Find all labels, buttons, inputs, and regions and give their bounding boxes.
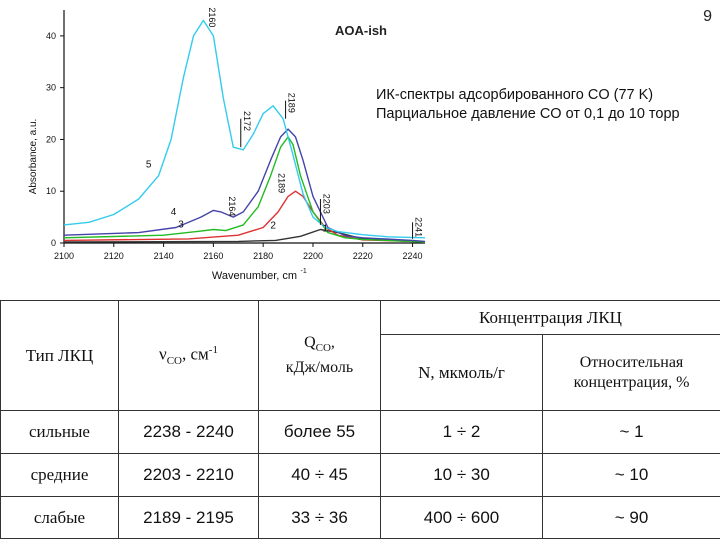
cell-type: слабые [0,496,119,539]
cell-relative: ~ 1 [542,410,720,454]
x-axis-label: Wavenumber, cm [212,270,297,282]
cell-q: более 55 [258,410,381,454]
x-tick-label: 2180 [253,251,273,261]
x-tick-label: 2200 [303,251,323,261]
header-n: N, мкмоль/г [380,334,543,411]
header-q-comma: , [330,333,335,351]
x-tick-label: 2120 [104,251,124,261]
cell-nu: 2238 - 2240 [118,410,259,454]
x-tick-label: 2140 [154,251,174,261]
y-tick-label: 20 [46,134,56,144]
x-tick-label: 2240 [403,251,423,261]
cell-nu: 2189 - 2195 [118,496,259,539]
peak-label: 2164 [227,196,237,216]
peak-label: 2189 [277,173,287,193]
cell-n: 1 ÷ 2 [380,410,543,454]
ir-spectra-chart: 2100 2120 2140 2160 2180 2200 2220 224001020304… [28,7,426,282]
series-label: 3 [178,219,184,230]
x-tick-label: 2220 [353,251,373,261]
cell-q: 40 ÷ 45 [258,453,381,497]
peak-label: 2172 [242,111,252,131]
header-nu-sub: CO [166,355,182,368]
series-line-2 [63,190,426,243]
header-nu-sup: -1 [208,343,218,356]
series-label: 1 [323,224,329,235]
peak-label: 2241 [414,217,424,237]
peak-label: 2160 [207,7,217,27]
header-nu-unit: , см [181,344,209,364]
y-tick-label: 10 [46,186,56,196]
peak-label: 2203 [321,194,331,214]
cell-relative: ~ 90 [542,496,720,539]
header-q-sub: CO [315,342,331,355]
y-tick-label: 40 [46,31,56,41]
table-subheader-row: N, мкмоль/г Относительная концентрация, … [1,334,720,411]
caption-line-1: ИК-спектры адсорбированного CO (77 K) [376,87,654,103]
header-concentration: Концентрация ЛКЦ [380,300,720,335]
series-label: 2 [270,221,276,232]
chart-title: AOA-ish [335,23,387,38]
page-number: 9 [703,8,712,25]
series-label: 4 [171,207,177,218]
peak-label: 2189 [287,93,297,113]
series-line-4 [63,128,426,243]
x-tick-label: 2100 [54,251,74,261]
cell-n: 400 ÷ 600 [380,496,543,539]
figure-caption: ИК-спектры адсорбированного CO (77 K) Па… [376,86,680,124]
table-row: сильные 2238 - 2240 более 55 1 ÷ 2 ~ 1 [0,410,720,454]
cell-q: 33 ÷ 36 [258,496,381,539]
caption-line-2: Парциальное давление CO от 0,1 до 10 тор… [376,106,680,122]
table-row: средние 2203 - 2210 40 ÷ 45 10 ÷ 30 ~ 10 [0,453,720,497]
acid-sites-table: Тип ЛКЦ νCO, см-1 QCO, кДж/моль Концентра… [0,300,720,539]
header-type: Тип ЛКЦ [0,300,119,411]
cell-type: сильные [0,410,119,454]
table-row: слабые 2189 - 2195 33 ÷ 36 400 ÷ 600 ~ 9… [0,496,720,539]
header-nu-symbol: ν [159,344,167,364]
header-nu: νCO, см-1 [118,300,259,411]
cell-nu: 2203 - 2210 [118,453,259,497]
y-axis-label: Absorbance, a.u. [28,119,39,195]
y-tick-label: 0 [51,238,56,248]
x-axis-label-sup: -1 [301,268,307,275]
table-header-row: Тип ЛКЦ νCO, см-1 QCO, кДж/моль Концентра… [0,300,720,411]
cell-relative: ~ 10 [542,453,720,497]
x-tick-label: 2160 [203,251,223,261]
header-q: QCO, кДж/моль [258,300,381,411]
series-label: 5 [146,159,152,170]
header-q-unit: кДж/моль [285,359,354,377]
cell-n: 10 ÷ 30 [380,453,543,497]
series-line-5 [63,19,426,239]
header-q-symbol: Q [304,333,316,351]
cell-type: средние [0,453,119,497]
y-tick-label: 30 [46,83,56,93]
header-relative: Относительная концентрация, % [542,334,720,411]
series-line-3 [63,136,426,243]
